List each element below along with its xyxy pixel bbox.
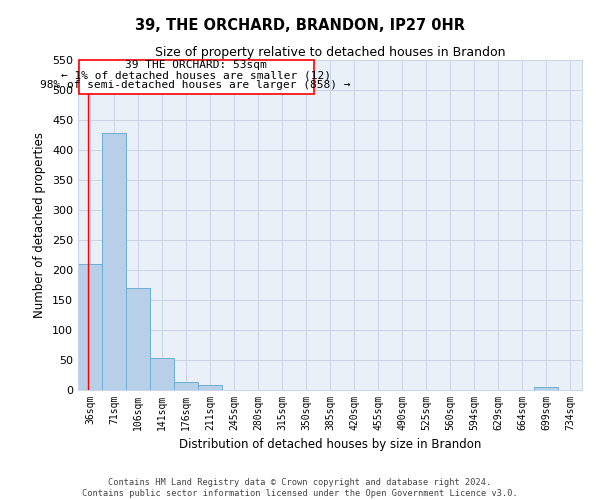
Bar: [534, 387, 558, 390]
X-axis label: Distribution of detached houses by size in Brandon: Distribution of detached houses by size …: [179, 438, 481, 452]
Bar: [198, 385, 222, 390]
Bar: [174, 382, 198, 390]
Text: 98% of semi-detached houses are larger (858) →: 98% of semi-detached houses are larger (…: [40, 80, 351, 90]
FancyBboxPatch shape: [79, 60, 314, 94]
Text: 39 THE ORCHARD: 53sqm: 39 THE ORCHARD: 53sqm: [125, 60, 266, 70]
Text: ← 1% of detached houses are smaller (12): ← 1% of detached houses are smaller (12): [61, 70, 331, 80]
Bar: [126, 288, 150, 390]
Y-axis label: Number of detached properties: Number of detached properties: [34, 132, 46, 318]
Title: Size of property relative to detached houses in Brandon: Size of property relative to detached ho…: [155, 46, 505, 59]
Bar: [78, 264, 102, 390]
Bar: [150, 358, 174, 390]
Bar: [102, 133, 126, 390]
Text: Contains HM Land Registry data © Crown copyright and database right 2024.
Contai: Contains HM Land Registry data © Crown c…: [82, 478, 518, 498]
Text: 39, THE ORCHARD, BRANDON, IP27 0HR: 39, THE ORCHARD, BRANDON, IP27 0HR: [135, 18, 465, 32]
